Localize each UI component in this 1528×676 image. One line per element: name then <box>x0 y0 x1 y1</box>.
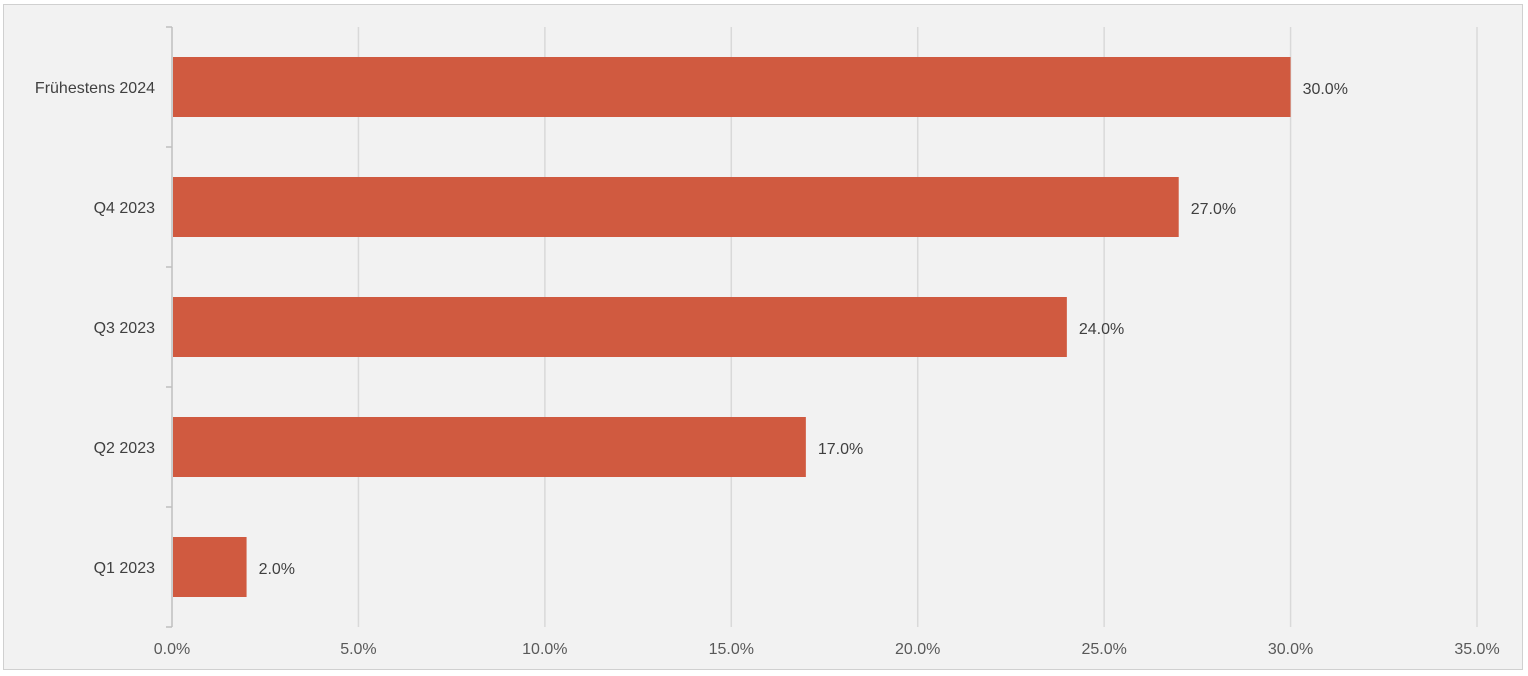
category-label: Q3 2023 <box>94 320 155 337</box>
bar <box>173 177 1179 237</box>
category-label: Q4 2023 <box>94 200 155 217</box>
x-tick-label: 15.0% <box>709 641 754 658</box>
bar <box>173 57 1291 117</box>
x-tick-label: 5.0% <box>340 641 376 658</box>
category-label: Q2 2023 <box>94 440 155 457</box>
category-label: Frühestens 2024 <box>35 80 155 97</box>
x-tick-label: 20.0% <box>895 641 940 658</box>
x-tick-label: 0.0% <box>154 641 190 658</box>
category-label: Q1 2023 <box>94 560 155 577</box>
x-tick-label: 30.0% <box>1268 641 1313 658</box>
bar <box>173 297 1067 357</box>
data-label: 30.0% <box>1303 81 1348 98</box>
data-label: 27.0% <box>1191 201 1236 218</box>
x-tick-label: 10.0% <box>522 641 567 658</box>
data-label: 24.0% <box>1079 321 1124 338</box>
data-label: 17.0% <box>818 441 863 458</box>
x-tick-label: 25.0% <box>1081 641 1126 658</box>
x-tick-label: 35.0% <box>1454 641 1499 658</box>
bar <box>173 417 806 477</box>
data-label: 2.0% <box>259 561 295 578</box>
bar <box>173 537 247 597</box>
